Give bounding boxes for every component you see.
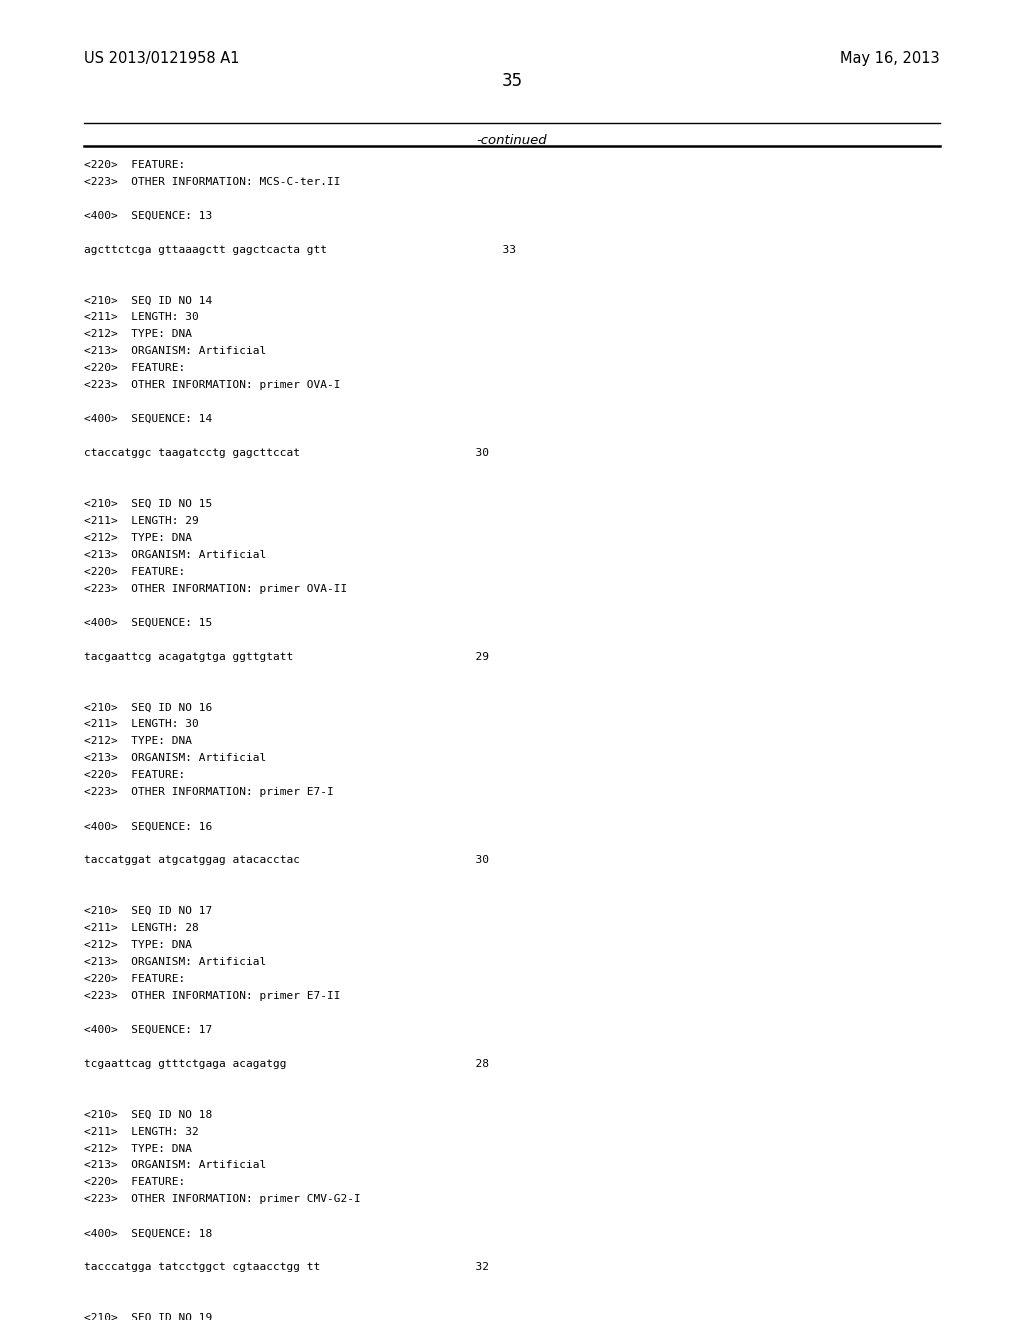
- Text: -continued: -continued: [477, 135, 547, 147]
- Text: <400>  SEQUENCE: 16: <400> SEQUENCE: 16: [84, 821, 212, 832]
- Text: <220>  FEATURE:: <220> FEATURE:: [84, 566, 185, 577]
- Text: <220>  FEATURE:: <220> FEATURE:: [84, 160, 185, 170]
- Text: <220>  FEATURE:: <220> FEATURE:: [84, 771, 185, 780]
- Text: <213>  ORGANISM: Artificial: <213> ORGANISM: Artificial: [84, 1160, 266, 1171]
- Text: <223>  OTHER INFORMATION: primer OVA-II: <223> OTHER INFORMATION: primer OVA-II: [84, 583, 347, 594]
- Text: agcttctcga gttaaagctt gagctcacta gtt                          33: agcttctcga gttaaagctt gagctcacta gtt 33: [84, 244, 516, 255]
- Text: <223>  OTHER INFORMATION: primer CMV-G2-I: <223> OTHER INFORMATION: primer CMV-G2-I: [84, 1195, 360, 1204]
- Text: <213>  ORGANISM: Artificial: <213> ORGANISM: Artificial: [84, 550, 266, 560]
- Text: taccatggat atgcatggag atacacctac                          30: taccatggat atgcatggag atacacctac 30: [84, 855, 489, 865]
- Text: <211>  LENGTH: 30: <211> LENGTH: 30: [84, 719, 199, 730]
- Text: <211>  LENGTH: 28: <211> LENGTH: 28: [84, 923, 199, 933]
- Text: <212>  TYPE: DNA: <212> TYPE: DNA: [84, 940, 191, 950]
- Text: tacgaattcg acagatgtga ggttgtatt                           29: tacgaattcg acagatgtga ggttgtatt 29: [84, 652, 489, 661]
- Text: <220>  FEATURE:: <220> FEATURE:: [84, 974, 185, 983]
- Text: <220>  FEATURE:: <220> FEATURE:: [84, 363, 185, 374]
- Text: <212>  TYPE: DNA: <212> TYPE: DNA: [84, 533, 191, 543]
- Text: tacccatgga tatcctggct cgtaacctgg tt                       32: tacccatgga tatcctggct cgtaacctgg tt 32: [84, 1262, 489, 1272]
- Text: <213>  ORGANISM: Artificial: <213> ORGANISM: Artificial: [84, 957, 266, 968]
- Text: <211>  LENGTH: 32: <211> LENGTH: 32: [84, 1126, 199, 1137]
- Text: <210>  SEQ ID NO 14: <210> SEQ ID NO 14: [84, 296, 212, 305]
- Text: <223>  OTHER INFORMATION: primer E7-I: <223> OTHER INFORMATION: primer E7-I: [84, 787, 334, 797]
- Text: <400>  SEQUENCE: 18: <400> SEQUENCE: 18: [84, 1229, 212, 1238]
- Text: <212>  TYPE: DNA: <212> TYPE: DNA: [84, 330, 191, 339]
- Text: <210>  SEQ ID NO 19: <210> SEQ ID NO 19: [84, 1313, 212, 1320]
- Text: <210>  SEQ ID NO 18: <210> SEQ ID NO 18: [84, 1110, 212, 1119]
- Text: <223>  OTHER INFORMATION: primer E7-II: <223> OTHER INFORMATION: primer E7-II: [84, 991, 340, 1001]
- Text: <210>  SEQ ID NO 17: <210> SEQ ID NO 17: [84, 906, 212, 916]
- Text: <400>  SEQUENCE: 14: <400> SEQUENCE: 14: [84, 414, 212, 424]
- Text: <211>  LENGTH: 30: <211> LENGTH: 30: [84, 313, 199, 322]
- Text: <400>  SEQUENCE: 15: <400> SEQUENCE: 15: [84, 618, 212, 628]
- Text: <400>  SEQUENCE: 13: <400> SEQUENCE: 13: [84, 211, 212, 220]
- Text: tcgaattcag gtttctgaga acagatgg                            28: tcgaattcag gtttctgaga acagatgg 28: [84, 1059, 489, 1069]
- Text: <213>  ORGANISM: Artificial: <213> ORGANISM: Artificial: [84, 754, 266, 763]
- Text: May 16, 2013: May 16, 2013: [841, 50, 940, 66]
- Text: ctaccatggc taagatcctg gagcttccat                          30: ctaccatggc taagatcctg gagcttccat 30: [84, 447, 489, 458]
- Text: <213>  ORGANISM: Artificial: <213> ORGANISM: Artificial: [84, 346, 266, 356]
- Text: <211>  LENGTH: 29: <211> LENGTH: 29: [84, 516, 199, 525]
- Text: <210>  SEQ ID NO 15: <210> SEQ ID NO 15: [84, 499, 212, 510]
- Text: 35: 35: [502, 71, 522, 90]
- Text: <212>  TYPE: DNA: <212> TYPE: DNA: [84, 1143, 191, 1154]
- Text: <223>  OTHER INFORMATION: MCS-C-ter.II: <223> OTHER INFORMATION: MCS-C-ter.II: [84, 177, 340, 186]
- Text: <210>  SEQ ID NO 16: <210> SEQ ID NO 16: [84, 702, 212, 713]
- Text: <223>  OTHER INFORMATION: primer OVA-I: <223> OTHER INFORMATION: primer OVA-I: [84, 380, 340, 391]
- Text: <400>  SEQUENCE: 17: <400> SEQUENCE: 17: [84, 1024, 212, 1035]
- Text: <220>  FEATURE:: <220> FEATURE:: [84, 1177, 185, 1188]
- Text: <212>  TYPE: DNA: <212> TYPE: DNA: [84, 737, 191, 746]
- Text: US 2013/0121958 A1: US 2013/0121958 A1: [84, 50, 240, 66]
